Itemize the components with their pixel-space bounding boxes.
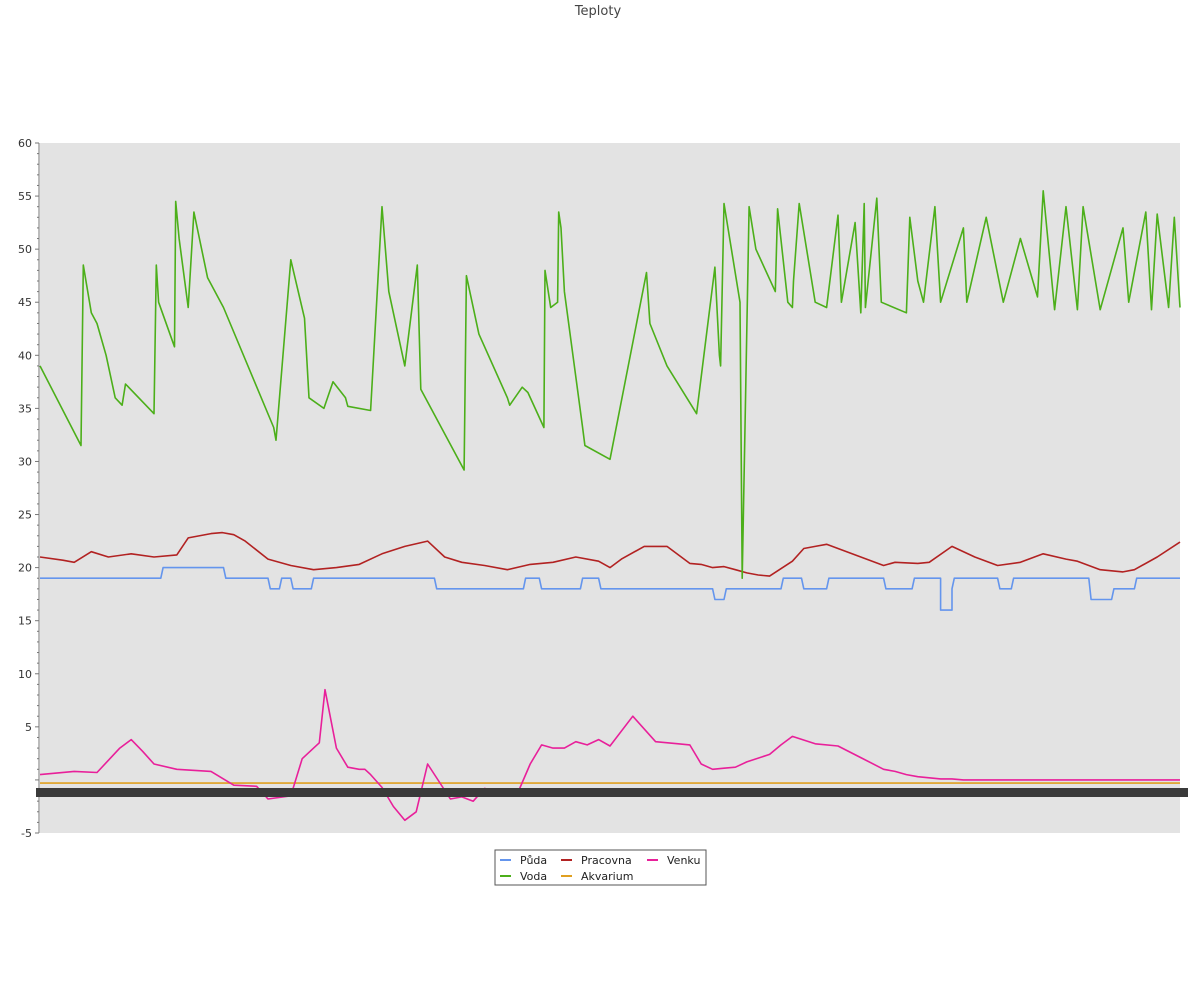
legend-label: Půda (520, 854, 547, 867)
legend: Půda Pracovna Venku Voda Akvarium (494, 849, 707, 886)
y-tick-label: 60 (18, 137, 32, 150)
y-tick-label: 45 (18, 296, 32, 309)
legend-label: Pracovna (581, 854, 632, 867)
y-tick-label: 30 (18, 455, 32, 468)
y-tick-label: 40 (18, 349, 32, 362)
plot-area (40, 143, 1180, 833)
series-layer (39, 190, 1181, 822)
y-tick-label: 50 (18, 243, 32, 256)
y-tick-label: 5 (25, 721, 32, 734)
series-line-voda (39, 190, 1181, 580)
legend-label: Akvarium (581, 870, 633, 883)
y-tick-label: 55 (18, 190, 32, 203)
legend-label: Voda (520, 870, 547, 883)
legend-box (494, 849, 707, 886)
y-axis: -5 5 10 15 20 25 30 35 40 45 50 55 60 (18, 137, 40, 840)
y-tick-label: -5 (21, 827, 32, 840)
legend-label: Venku (667, 854, 700, 867)
y-tick-label: 15 (18, 615, 32, 628)
series-line-pda (40, 566, 1180, 611)
y-tick-label: 35 (18, 402, 32, 415)
y-tick-label: 20 (18, 562, 32, 575)
series-line-venku (39, 688, 1180, 822)
x-axis-label-overlap-band (36, 788, 1188, 797)
series-line-pracovna (39, 531, 1181, 577)
y-tick-label: 25 (18, 509, 32, 522)
y-tick-label: 10 (18, 668, 32, 681)
chart-title: Teploty (574, 4, 622, 19)
